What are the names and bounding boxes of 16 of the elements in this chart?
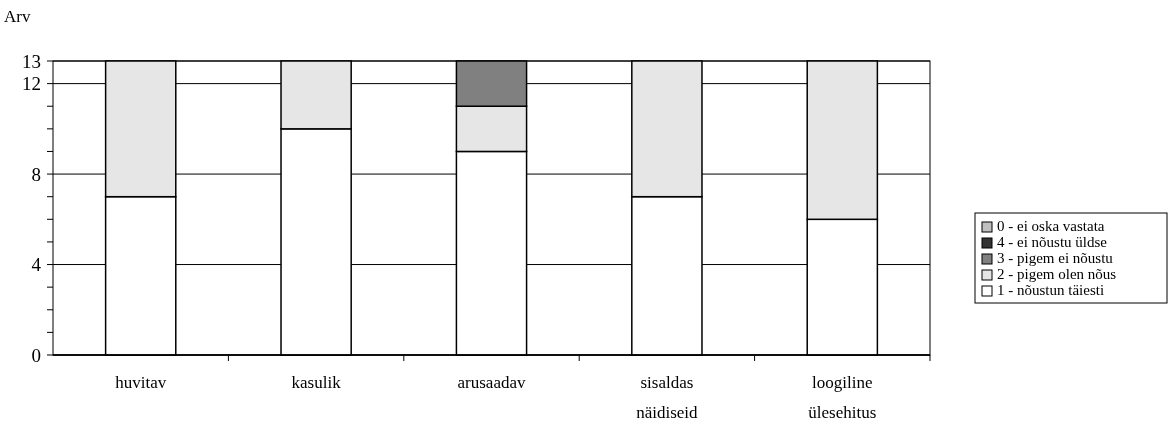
y-tick-label: 8 [31, 163, 41, 185]
x-tick-label: kasulik [291, 373, 342, 392]
legend-label: 3 - pigem ei nõustu [997, 250, 1114, 266]
x-tick-label: arusaadav [457, 373, 526, 392]
x-tick-label: sisaldas näidiseid [636, 373, 699, 422]
y-tick-label: 12 [22, 73, 41, 95]
legend-label: 2 - pigem olen nõus [997, 266, 1117, 282]
legend-label: 1 - nõustun täiesti [997, 282, 1105, 298]
x-tick-label: loogiline ülesehitus [808, 373, 877, 422]
y-tick-label: 0 [31, 344, 41, 366]
legend-label: 4 - ei nõustu üldse [997, 234, 1108, 250]
x-tick-label: huvitav [115, 373, 167, 392]
y-tick-label: 13 [22, 50, 41, 72]
legend-label: 0 - ei oska vastata [997, 218, 1105, 234]
y-axis-title: Arv [4, 7, 31, 26]
y-tick-label: 4 [31, 254, 42, 276]
